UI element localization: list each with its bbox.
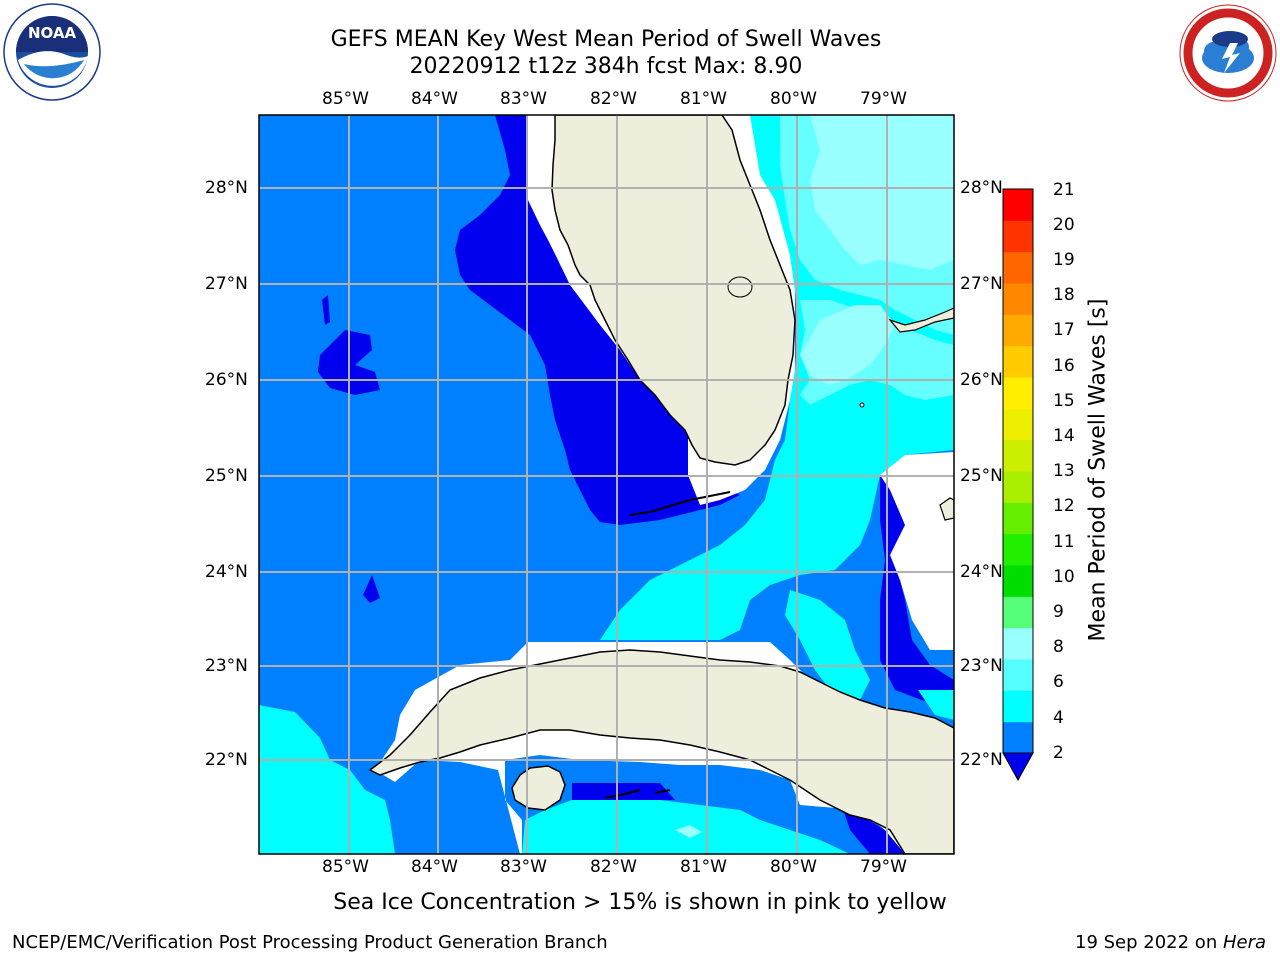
- lon-label-top: 79°W: [860, 89, 907, 109]
- swell-band-below-2: [322, 295, 330, 325]
- colorbar-tick: 17: [1053, 320, 1075, 340]
- colorbar-cell: [1003, 220, 1033, 253]
- lat-label-right: 27°N: [960, 274, 1003, 294]
- lat-label-right: 28°N: [960, 178, 1003, 198]
- chart-title: GEFS MEAN Key West Mean Period of Swell …: [330, 27, 882, 52]
- lat-label-left: 23°N: [205, 656, 248, 676]
- lat-label-left: 28°N: [205, 178, 248, 198]
- cuba-land: [368, 649, 954, 854]
- colorbar-cell: [1003, 627, 1033, 660]
- colorbar-tick: 12: [1053, 496, 1075, 516]
- lat-label-left: 24°N: [205, 562, 248, 582]
- swell-band-4-6: [785, 590, 870, 700]
- colorbar-cell: [1003, 408, 1033, 441]
- lon-label-bottom: 82°W: [590, 857, 637, 877]
- footer-date: 19 Sep 2022 on Hera: [1075, 932, 1266, 953]
- nws-logo: [1178, 3, 1278, 103]
- colorbar-cell: [1003, 377, 1033, 409]
- colorbar-tick: 2: [1053, 743, 1064, 763]
- lat-label-right: 25°N: [960, 466, 1003, 486]
- colorbar-cell: [1003, 439, 1033, 472]
- lon-label-bottom: 84°W: [411, 857, 458, 877]
- colorbar-tick: 10: [1053, 567, 1075, 587]
- florida-land: [551, 115, 796, 466]
- colorbar-tick: 13: [1053, 461, 1075, 481]
- lon-label-bottom: 85°W: [322, 857, 369, 877]
- lat-label-left: 22°N: [205, 750, 248, 770]
- lat-label-left: 27°N: [205, 274, 248, 294]
- colorbar-cell: [1003, 533, 1033, 566]
- colorbar-tick: 4: [1053, 708, 1064, 728]
- colorbar-cell: [1003, 345, 1033, 378]
- swell-band-8-9: [675, 825, 702, 838]
- footer-host: Hera: [1222, 932, 1266, 953]
- lat-label-right: 24°N: [960, 562, 1003, 582]
- colorbar-cell: [1003, 721, 1033, 754]
- map-gridlines: [259, 115, 954, 854]
- footer-date-text: 19 Sep 2022 on: [1075, 932, 1223, 953]
- lon-label-top: 83°W: [500, 89, 547, 109]
- colorbar-tick: 20: [1053, 215, 1075, 235]
- swell-band-8-9: [810, 115, 954, 270]
- swell-band-below-2: [363, 575, 380, 603]
- colorbar-cell: [1003, 314, 1033, 347]
- isla-de-la-juventud: [511, 765, 566, 811]
- colorbar-cell: [1003, 283, 1033, 315]
- colorbar-tick: 6: [1053, 672, 1064, 692]
- chart-subtitle: 20220912 t12z 384h fcst Max: 8.90: [409, 54, 803, 79]
- colorbar-tick: 14: [1053, 426, 1075, 446]
- lat-label-right: 22°N: [960, 750, 1003, 770]
- colorbar-cell: [1003, 659, 1033, 691]
- colorbar-label: Mean Period of Swell Waves [s]: [1085, 298, 1111, 642]
- colorbar-frame: [1002, 188, 1034, 754]
- bahamas-land: [939, 497, 954, 521]
- colorbar-cell: [1003, 502, 1033, 535]
- colorbar-extend-arrow: [1002, 752, 1034, 782]
- colorbar-cell: [1003, 189, 1033, 221]
- colorbar: [1002, 188, 1034, 782]
- lon-label-top: 81°W: [680, 89, 727, 109]
- colorbar-cell: [1003, 596, 1033, 629]
- colorbar-tick: 19: [1053, 250, 1075, 270]
- lat-label-left: 26°N: [205, 370, 248, 390]
- lat-label-right: 26°N: [960, 370, 1003, 390]
- colorbar-tick: 21: [1053, 180, 1075, 200]
- bahamas-land: [888, 307, 954, 333]
- noaa-logo: NOAA: [2, 2, 102, 102]
- swell-band-below-2: [572, 783, 675, 802]
- colorbar-tick: 16: [1053, 356, 1075, 376]
- lon-label-top: 82°W: [590, 89, 637, 109]
- colorbar-cell: [1003, 251, 1033, 284]
- svg-text:NOAA: NOAA: [28, 24, 77, 42]
- lon-label-top: 84°W: [411, 89, 458, 109]
- swell-band-4-6: [918, 690, 954, 720]
- swell-band-4-6: [259, 705, 395, 854]
- lon-label-top: 85°W: [322, 89, 369, 109]
- colorbar-tick: 8: [1053, 637, 1064, 657]
- colorbar-cell: [1003, 690, 1033, 723]
- swell-band-8-9: [800, 305, 895, 385]
- colorbar-tick: 15: [1053, 391, 1075, 411]
- colorbar-tick: 11: [1053, 532, 1075, 552]
- colorbar-cell: [1003, 565, 1033, 597]
- lon-label-bottom: 79°W: [860, 857, 907, 877]
- colorbar-cell: [1003, 471, 1033, 503]
- footer-credit: NCEP/EMC/Verification Post Processing Pr…: [12, 932, 608, 953]
- lon-label-top: 80°W: [770, 89, 817, 109]
- sea-ice-caption: Sea Ice Concentration > 15% is shown in …: [333, 890, 947, 915]
- swell-band-below-2: [880, 475, 954, 705]
- lat-label-left: 25°N: [205, 466, 248, 486]
- lon-label-bottom: 80°W: [770, 857, 817, 877]
- colorbar-tick: 18: [1053, 285, 1075, 305]
- colorbar-tick: 9: [1053, 602, 1064, 622]
- map-frame: [258, 114, 955, 855]
- lon-label-bottom: 83°W: [500, 857, 547, 877]
- lon-label-bottom: 81°W: [680, 857, 727, 877]
- lat-label-right: 23°N: [960, 656, 1003, 676]
